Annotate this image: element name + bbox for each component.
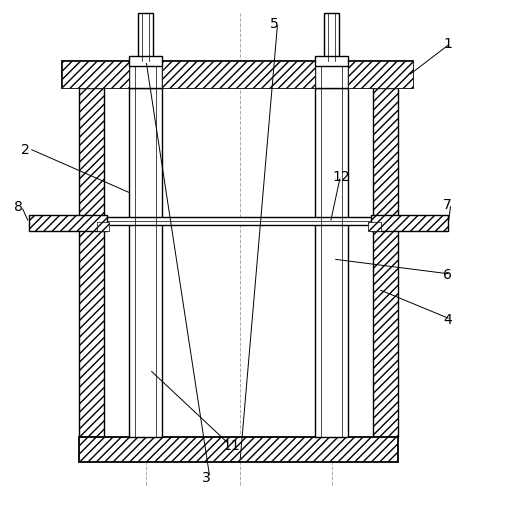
Bar xyxy=(79,437,398,463)
Bar xyxy=(368,223,381,232)
Bar xyxy=(371,215,448,232)
Text: 11: 11 xyxy=(222,438,240,452)
Bar xyxy=(79,89,105,437)
Bar xyxy=(29,215,107,232)
Text: 12: 12 xyxy=(333,170,350,184)
Bar xyxy=(373,89,398,437)
Text: 4: 4 xyxy=(443,313,452,327)
Text: 2: 2 xyxy=(22,142,30,156)
Text: 7: 7 xyxy=(443,197,452,211)
Bar xyxy=(315,56,348,67)
Bar xyxy=(129,56,162,67)
Text: 3: 3 xyxy=(203,470,211,485)
Bar xyxy=(129,62,162,89)
Text: 6: 6 xyxy=(443,268,452,281)
Text: 5: 5 xyxy=(270,17,279,31)
Bar xyxy=(62,62,129,89)
Bar xyxy=(138,14,153,62)
Bar xyxy=(315,62,348,89)
Bar xyxy=(105,218,373,226)
Bar xyxy=(348,62,413,89)
Text: 8: 8 xyxy=(14,200,23,214)
Bar xyxy=(97,223,110,232)
Bar xyxy=(162,62,315,89)
Bar xyxy=(324,14,339,62)
Bar xyxy=(129,89,162,437)
Bar xyxy=(315,89,348,437)
Text: 1: 1 xyxy=(443,37,452,51)
Bar xyxy=(62,62,413,89)
